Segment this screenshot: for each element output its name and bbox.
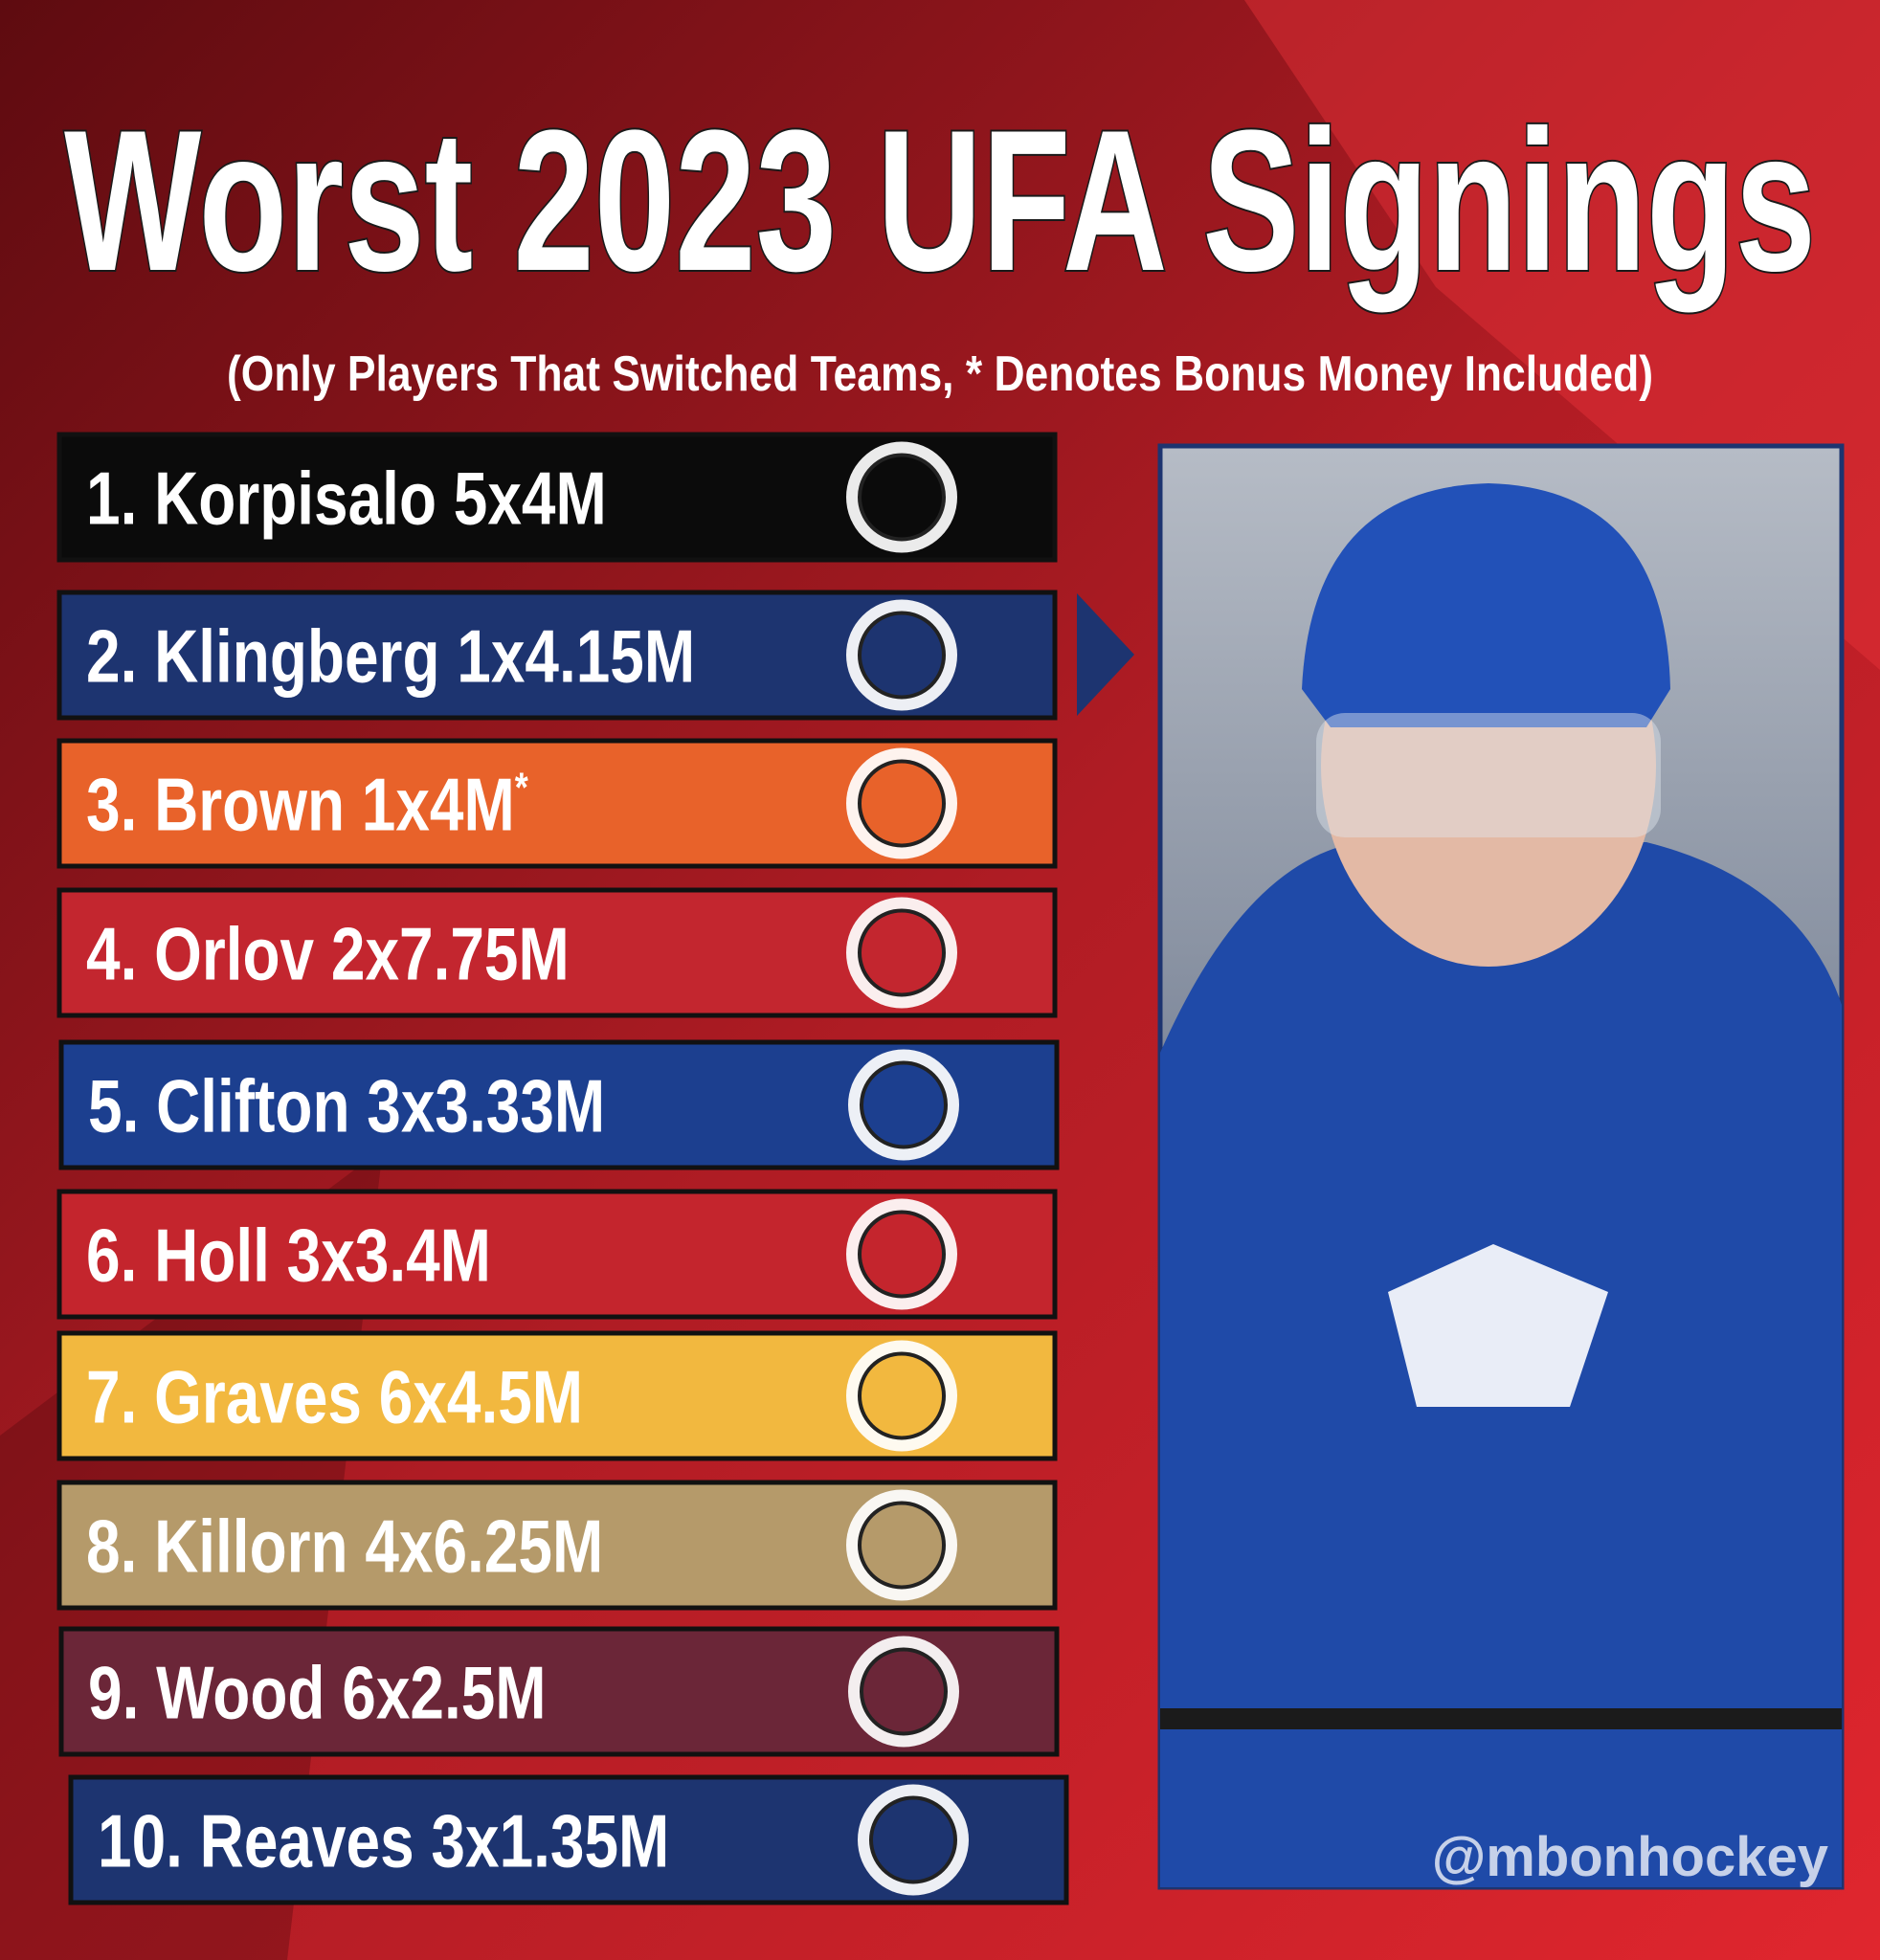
team-logo-inner	[858, 611, 946, 700]
player-photo	[1157, 443, 1845, 1890]
ranking-list: 1. Korpisalo 5x4M 2. Klingberg 1x4.15M 3. …	[56, 432, 1069, 1905]
team-logo-inner	[858, 453, 946, 542]
row-label: 1. Korpisalo 5x4M	[86, 457, 607, 541]
row-label: 2. Klingberg 1x4.15M	[86, 615, 695, 699]
list-row: 9. Wood 6x2.5M	[58, 1626, 1060, 1757]
row-label: 9. Wood 6x2.5M	[88, 1652, 547, 1735]
list-row: 10. Reaves 3x1.35M	[68, 1774, 1069, 1905]
team-logo-inner	[858, 908, 946, 997]
team-logo-inner	[858, 1351, 946, 1440]
row-label: 8. Killorn 4x6.25M	[86, 1505, 603, 1589]
team-logo-inner	[869, 1795, 957, 1884]
row-note: *	[515, 764, 528, 811]
row-label: 5. Clifton 3x3.33M	[88, 1065, 605, 1148]
watermark: @mbonhockey	[1432, 1826, 1828, 1888]
team-logo-inner	[858, 1210, 946, 1299]
team-logo-inner	[860, 1647, 948, 1736]
row-label: 7. Graves 6x4.5M	[86, 1356, 583, 1439]
row-label: 4. Orlov 2x7.75M	[86, 913, 570, 996]
team-logo-inner	[858, 759, 946, 848]
list-row: 6. Holl 3x3.4M	[56, 1189, 1058, 1320]
list-row: 4. Orlov 2x7.75M	[56, 887, 1058, 1018]
list-row: 1. Korpisalo 5x4M	[56, 432, 1058, 563]
list-row: 2. Klingberg 1x4.15M	[56, 590, 1058, 721]
list-row: 7. Graves 6x4.5M	[56, 1330, 1058, 1461]
team-logo-inner	[860, 1060, 948, 1149]
list-row: 8. Killorn 4x6.25M	[56, 1480, 1058, 1611]
team-logo-inner	[858, 1501, 946, 1590]
subtitle: (Only Players That Switched Teams, * Den…	[227, 346, 1653, 402]
pointer-arrow	[1077, 593, 1134, 716]
row-label: 3. Brown 1x4M*	[86, 764, 528, 847]
title: Worst 2023 UFA Signings	[64, 88, 1816, 313]
list-row: 3. Brown 1x4M*	[56, 738, 1058, 869]
row-label: 10. Reaves 3x1.35M	[98, 1800, 669, 1883]
list-row: 5. Clifton 3x3.33M	[58, 1039, 1060, 1170]
row-label: 6. Holl 3x3.4M	[86, 1214, 491, 1298]
